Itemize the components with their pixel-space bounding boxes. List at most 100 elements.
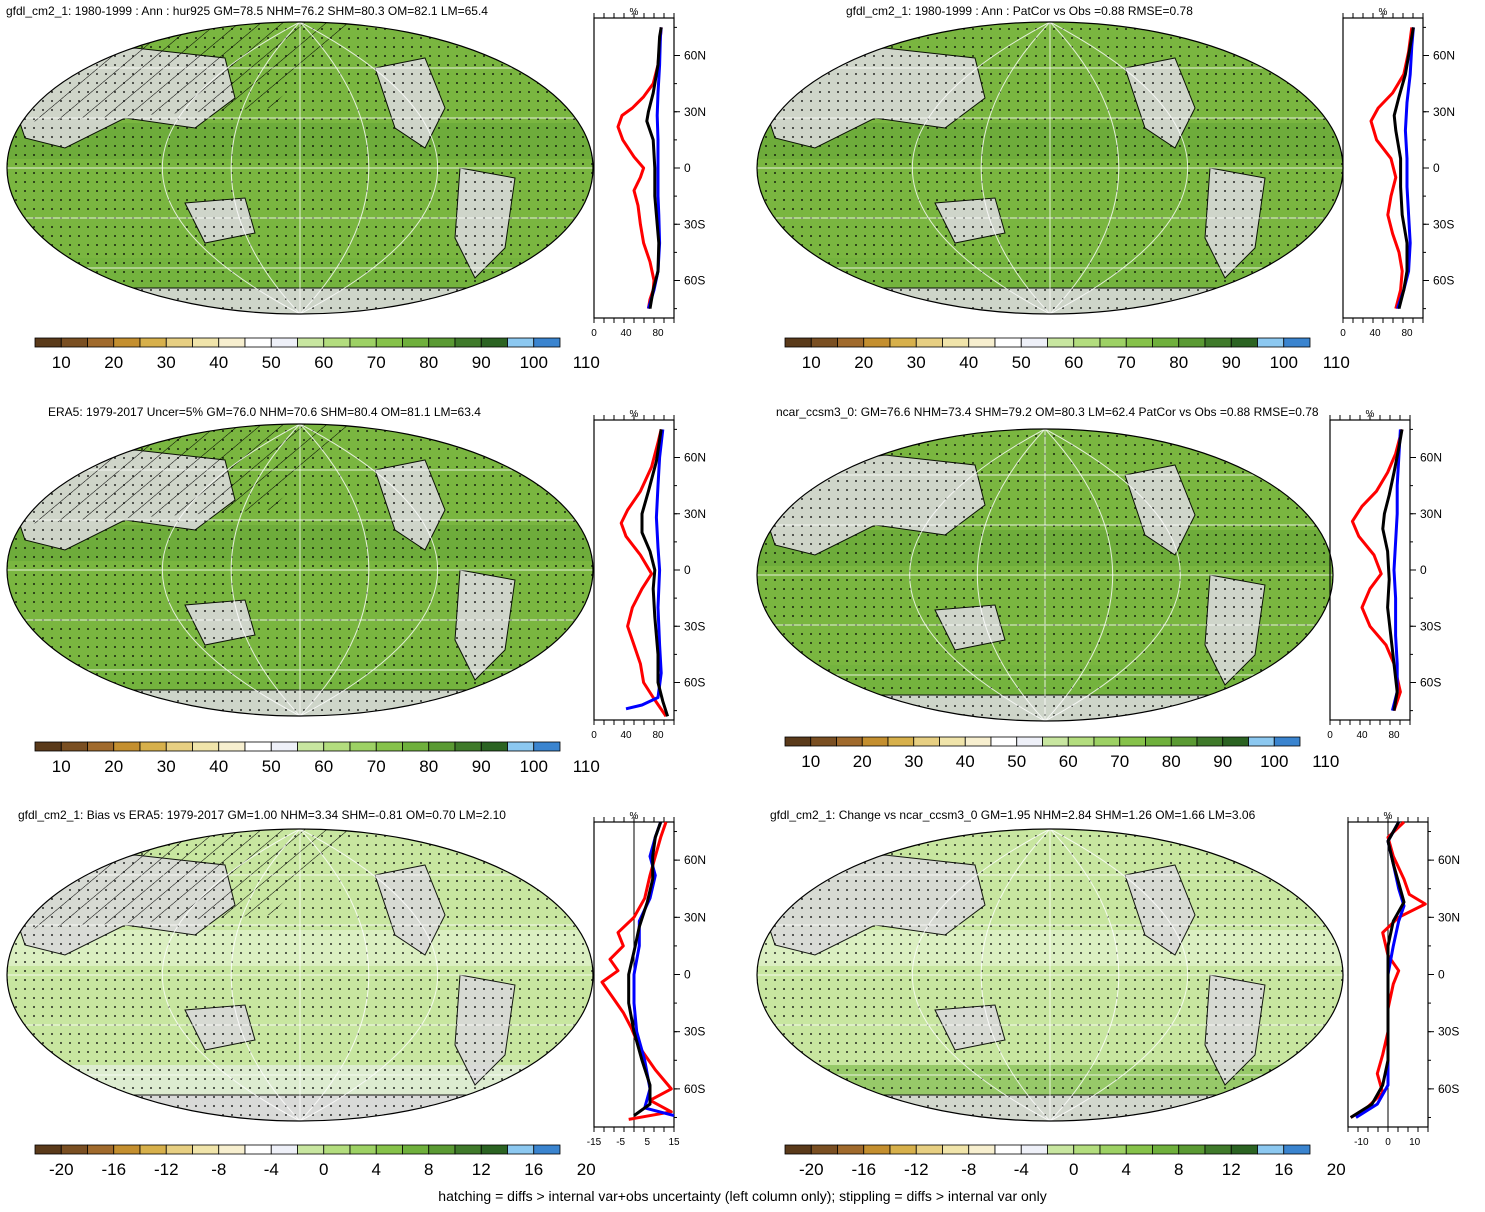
profile-x-tick: 80 <box>652 730 664 741</box>
colorbar-swatch <box>968 1144 996 1155</box>
colorbar-label: -4 <box>264 1160 279 1179</box>
profile-y-tick: 60S <box>1438 1082 1459 1096</box>
profile-unit: % <box>1366 409 1375 420</box>
profile-y-tick: 60N <box>684 451 706 465</box>
profile-line-black <box>645 27 663 309</box>
profile-y-tick: 30S <box>1433 217 1454 231</box>
profile-x-tick: 0 <box>1340 328 1346 339</box>
colorbar-label: 100 <box>1260 752 1288 771</box>
colorbar-swatch <box>113 741 141 752</box>
colorbar-label: 20 <box>854 353 873 372</box>
colorbar-label: 40 <box>209 757 228 776</box>
colorbar-swatch <box>244 1144 272 1155</box>
colorbar-swatch <box>533 337 561 348</box>
colorbar-label: 110 <box>573 353 600 372</box>
profile-y-tick: 30N <box>1438 910 1460 924</box>
colorbar-swatch <box>87 337 115 348</box>
colorbar-swatch <box>1125 1144 1153 1155</box>
colorbar-swatch <box>375 1144 403 1155</box>
colorbar-swatch <box>192 741 220 752</box>
zonal-profile-panel-2: % 0 40 80 60N 30N 0 30S 60S <box>1340 7 1455 339</box>
colorbar-swatch <box>507 741 535 752</box>
panel-title-2: gfdl_cm2_1: 1980-1999 : Ann : PatCor vs … <box>846 4 1193 18</box>
colorbar-label: 10 <box>52 353 71 372</box>
colorbar-label: 90 <box>1213 752 1232 771</box>
colorbar-label: 30 <box>907 353 926 372</box>
colorbar-swatch <box>375 741 403 752</box>
colorbar-label: 10 <box>52 757 71 776</box>
colorbar-panel-4: 10 20 30 40 50 60 70 80 90 100 110 <box>784 736 1339 771</box>
profile-line-black <box>1392 27 1415 309</box>
colorbar-swatch <box>402 741 430 752</box>
colorbar-label: 8 <box>1174 1160 1183 1179</box>
colorbar-swatch <box>60 1144 88 1155</box>
profile-line-red <box>619 429 668 718</box>
global-map-panel-3 <box>6 423 594 717</box>
profile-x-tick: 0 <box>1385 1137 1391 1148</box>
colorbar-label: 0 <box>1069 1160 1078 1179</box>
colorbar-swatch <box>454 741 482 752</box>
colorbar-swatch <box>1099 337 1127 348</box>
profile-y-tick: 60N <box>684 853 706 867</box>
profile-y-tick: 0 <box>684 968 691 982</box>
colorbar-swatch <box>942 337 970 348</box>
colorbar-label: 8 <box>424 1160 433 1179</box>
colorbar-swatch <box>428 1144 456 1155</box>
colorbar-label: 70 <box>1117 353 1136 372</box>
colorbar-swatch <box>810 736 837 747</box>
colorbar-label: 70 <box>367 353 386 372</box>
profile-y-tick: 30N <box>1420 507 1442 521</box>
colorbar-label: 90 <box>472 353 491 372</box>
colorbar-label: -12 <box>904 1160 929 1179</box>
colorbar-swatch <box>297 337 325 348</box>
profile-line-red <box>1350 429 1404 712</box>
colorbar-swatch <box>1204 1144 1232 1155</box>
colorbar-swatch <box>784 1144 812 1155</box>
colorbar-swatch <box>810 337 838 348</box>
colorbar-label: 80 <box>1169 353 1188 372</box>
profile-line-blue <box>1390 429 1402 711</box>
colorbar-swatch <box>837 1144 865 1155</box>
profile-y-tick: 60S <box>1433 274 1454 288</box>
map-outline <box>756 828 1344 1122</box>
colorbar-swatch <box>139 741 167 752</box>
colorbar-label: 16 <box>1274 1160 1293 1179</box>
colorbar-swatch <box>1204 337 1232 348</box>
profile-y-tick: 0 <box>1433 161 1440 175</box>
colorbar-label: 60 <box>1059 752 1078 771</box>
colorbar-label: -4 <box>1014 1160 1029 1179</box>
colorbar-swatch <box>533 1144 561 1155</box>
colorbar-label: 100 <box>1270 353 1298 372</box>
profile-x-tick: 15 <box>668 1137 680 1148</box>
profile-frame <box>593 17 675 319</box>
colorbar-swatch <box>507 1144 535 1155</box>
colorbar-swatch <box>1152 337 1180 348</box>
profile-unit: % <box>1384 811 1393 822</box>
colorbar-swatch <box>270 1144 298 1155</box>
colorbar-swatch <box>139 337 167 348</box>
profile-y-tick: 30N <box>684 507 706 521</box>
colorbar-label: 70 <box>1110 752 1129 771</box>
profile-y-tick: 60S <box>684 1082 705 1096</box>
global-map-panel-2 <box>756 21 1344 315</box>
colorbar-swatch <box>1042 736 1069 747</box>
colorbar-swatch <box>428 741 456 752</box>
colorbar-swatch <box>861 736 889 747</box>
profile-x-tick: 40 <box>620 730 632 741</box>
colorbar-label: 110 <box>1312 752 1339 771</box>
colorbar-label: 10 <box>802 353 821 372</box>
colorbar-label: 60 <box>314 757 333 776</box>
colorbar-swatch <box>60 337 88 348</box>
profile-y-tick: 60N <box>1438 853 1460 867</box>
colorbar-swatch <box>1248 736 1275 747</box>
colorbar-label: 80 <box>419 757 438 776</box>
profile-y-tick: 30N <box>1433 105 1455 119</box>
profile-y-tick: 30N <box>684 105 706 119</box>
colorbar-swatch <box>454 1144 482 1155</box>
colorbar-swatch <box>1283 1144 1311 1155</box>
colorbar-swatch <box>964 736 992 747</box>
profile-x-tick: -15 <box>587 1137 602 1148</box>
map-outline <box>6 828 594 1122</box>
colorbar-label: 20 <box>577 1160 596 1179</box>
colorbar-swatch <box>507 337 535 348</box>
